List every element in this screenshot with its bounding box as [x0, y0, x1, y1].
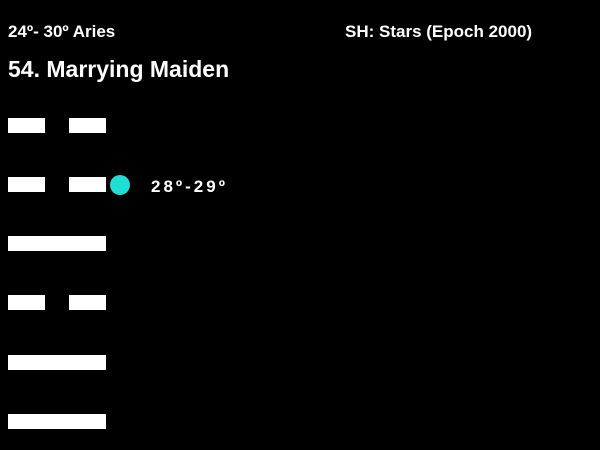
hexagram-line-broken	[8, 177, 106, 192]
line-segment	[69, 118, 106, 133]
hexagram-line-solid	[8, 355, 106, 370]
line-segment	[8, 355, 106, 370]
line-segment	[69, 177, 106, 192]
line-segment	[69, 295, 106, 310]
hexagram-line-broken	[8, 295, 106, 310]
degree-range: 24º- 30º Aries	[8, 22, 116, 41]
marker-dot	[110, 175, 130, 195]
hexagram-line-solid	[8, 414, 106, 429]
line-segment	[8, 177, 45, 192]
marker-label: 28º-29º	[151, 177, 228, 196]
source-label: SH: Stars (Epoch 2000)	[345, 22, 533, 41]
line-segment	[8, 295, 45, 310]
hexagram-line-solid	[8, 236, 106, 251]
page-title: 54. Marrying Maiden	[8, 56, 230, 82]
line-segment	[8, 236, 106, 251]
hexagram-line-broken	[8, 118, 106, 133]
line-segment	[8, 118, 45, 133]
line-segment	[8, 414, 106, 429]
